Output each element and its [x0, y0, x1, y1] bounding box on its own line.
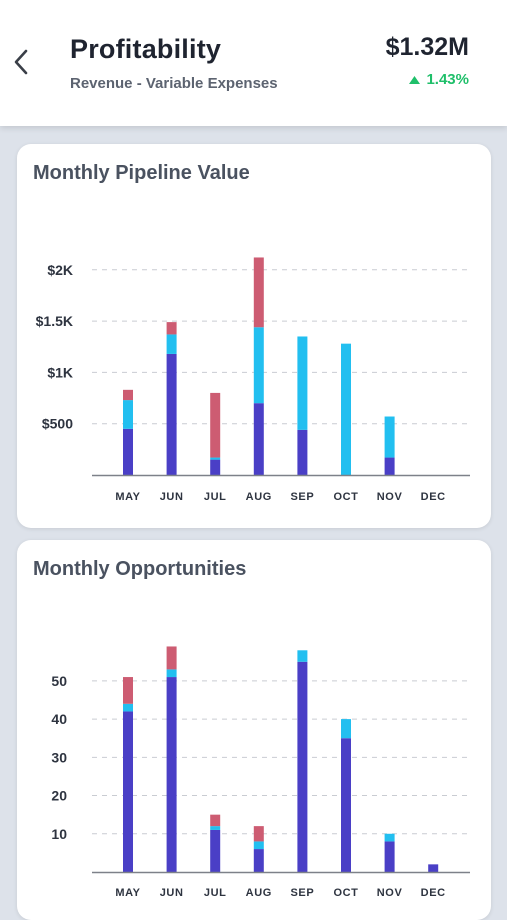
- x-tick-label: MAY: [115, 887, 140, 899]
- bar-segment[interactable]: [428, 864, 439, 872]
- x-tick-label: OCT: [333, 887, 358, 899]
- opportunities-chart: 10 20 30 40 50 MAY JUN JUL AUG SEP OCT NOV DEC: [51, 646, 470, 899]
- bar-segment[interactable]: [166, 322, 177, 335]
- bar-segment[interactable]: [123, 400, 133, 429]
- pipeline-value-chart: $500 $1K $1.5K $2K MAY JUN JUL AUG SEP OCT NOV DEC: [36, 257, 470, 503]
- header-bar: Profitability Revenue - Variable Expense…: [0, 0, 507, 126]
- page-subtitle: Revenue - Variable Expenses: [70, 75, 278, 92]
- x-tick-label: AUG: [246, 491, 272, 503]
- bar-segment[interactable]: [297, 336, 308, 430]
- bar-segment[interactable]: [297, 650, 308, 662]
- bar-segment[interactable]: [123, 703, 133, 712]
- change-indicator: 1.43%: [409, 71, 469, 88]
- x-tick-label: OCT: [333, 491, 358, 503]
- x-tick-label: SEP: [290, 491, 314, 503]
- x-tick-label: JUL: [204, 887, 227, 899]
- x-tick-label: JUN: [160, 887, 184, 899]
- bar-segment[interactable]: [253, 826, 264, 842]
- x-tick-label: DEC: [421, 887, 446, 899]
- bar-segment[interactable]: [341, 719, 351, 739]
- bar-segment[interactable]: [166, 334, 177, 354]
- bar-segment[interactable]: [253, 327, 264, 404]
- bar-segment[interactable]: [253, 849, 264, 872]
- change-percent: 1.43%: [426, 71, 469, 88]
- triangle-up-icon: [409, 75, 421, 84]
- pipeline-value-card: Monthly Pipeline Value $500 $1K $1.5K $2K MA…: [17, 144, 491, 528]
- bar-segment[interactable]: [210, 826, 221, 830]
- x-tick-label: JUN: [160, 491, 184, 503]
- x-tick-label: NOV: [377, 491, 403, 503]
- page-title: Profitability: [70, 34, 222, 64]
- bar-segment[interactable]: [384, 833, 395, 842]
- bar-segment[interactable]: [297, 429, 308, 475]
- bar-segment[interactable]: [210, 392, 221, 458]
- x-tick-label: SEP: [290, 887, 314, 899]
- y-tick-label: 20: [51, 788, 67, 804]
- x-tick-label: DEC: [421, 491, 446, 503]
- bar-segment[interactable]: [384, 416, 395, 458]
- bar-segment[interactable]: [166, 353, 177, 475]
- back-button[interactable]: [6, 44, 36, 80]
- bar-segment[interactable]: [166, 646, 177, 670]
- bar-segment[interactable]: [210, 459, 221, 475]
- bar-segment[interactable]: [166, 669, 177, 678]
- bar-segment[interactable]: [341, 738, 351, 872]
- chart-title: Monthly Pipeline Value: [33, 162, 250, 184]
- x-tick-label: JUL: [204, 491, 227, 503]
- chart-title: Monthly Opportunities: [33, 558, 247, 580]
- y-tick-label: $500: [42, 416, 73, 432]
- x-tick-label: MAY: [115, 491, 140, 503]
- bar-segment[interactable]: [384, 841, 395, 872]
- bar-segment[interactable]: [384, 457, 395, 475]
- bar-segment[interactable]: [166, 677, 177, 872]
- chevron-left-icon: [14, 49, 28, 75]
- bar-segment[interactable]: [253, 257, 264, 328]
- bar-segment[interactable]: [210, 457, 221, 460]
- y-tick-label: 50: [51, 673, 67, 689]
- bar-segment[interactable]: [297, 661, 308, 872]
- bar-segment[interactable]: [123, 677, 133, 704]
- bar-segment[interactable]: [341, 343, 351, 475]
- bar-segment[interactable]: [253, 403, 264, 475]
- opportunities-card: Monthly Opportunities 10 20 30 40 50 MAY JUN JU…: [17, 540, 491, 920]
- y-tick-label: $1K: [47, 364, 73, 380]
- bar-segment[interactable]: [253, 841, 264, 850]
- bar-segment[interactable]: [210, 829, 221, 872]
- x-tick-label: AUG: [246, 887, 272, 899]
- y-tick-label: $2K: [47, 262, 73, 278]
- y-tick-label: 40: [51, 711, 67, 727]
- bar-segment[interactable]: [123, 389, 133, 401]
- bar-segment[interactable]: [123, 711, 133, 872]
- y-tick-label: 30: [51, 749, 67, 765]
- bar-segment[interactable]: [123, 428, 133, 475]
- profit-amount: $1.32M: [385, 33, 469, 61]
- x-tick-label: NOV: [377, 887, 403, 899]
- y-tick-label: 10: [51, 826, 67, 842]
- bar-segment[interactable]: [210, 814, 221, 827]
- y-tick-label: $1.5K: [36, 313, 73, 329]
